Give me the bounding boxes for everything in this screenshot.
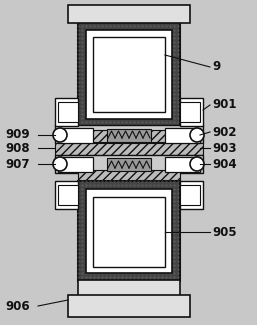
Circle shape: [53, 128, 67, 142]
Bar: [78, 22, 180, 127]
Bar: [93, 197, 165, 267]
Bar: [55, 143, 203, 155]
Circle shape: [53, 157, 67, 171]
Bar: [93, 37, 165, 112]
Bar: [55, 155, 203, 173]
Text: 908: 908: [5, 141, 30, 154]
Text: 905: 905: [212, 226, 237, 239]
Bar: [165, 128, 200, 143]
Bar: [78, 130, 180, 142]
Text: 904: 904: [212, 158, 237, 171]
Bar: [55, 98, 78, 126]
Bar: [86, 189, 172, 273]
Text: 907: 907: [5, 158, 30, 171]
Bar: [78, 181, 180, 281]
Text: 906: 906: [5, 300, 30, 313]
Bar: [58, 157, 93, 172]
Text: 903: 903: [212, 141, 236, 154]
Circle shape: [190, 157, 204, 171]
Bar: [78, 280, 180, 298]
Text: 902: 902: [212, 125, 236, 138]
Circle shape: [190, 128, 204, 142]
Bar: [107, 129, 151, 142]
Bar: [107, 158, 151, 171]
Bar: [55, 125, 203, 143]
Bar: [68, 295, 190, 317]
Bar: [58, 185, 78, 205]
Bar: [180, 185, 200, 205]
Text: 901: 901: [212, 98, 236, 111]
Bar: [55, 181, 78, 209]
Bar: [86, 30, 172, 119]
Bar: [165, 157, 200, 172]
Bar: [58, 102, 78, 122]
Bar: [68, 5, 190, 23]
Text: 909: 909: [5, 128, 30, 141]
Bar: [180, 181, 203, 209]
Bar: [180, 102, 200, 122]
Bar: [78, 170, 180, 182]
Bar: [58, 128, 93, 143]
Bar: [107, 126, 151, 196]
Text: 9: 9: [212, 60, 220, 73]
Bar: [180, 98, 203, 126]
